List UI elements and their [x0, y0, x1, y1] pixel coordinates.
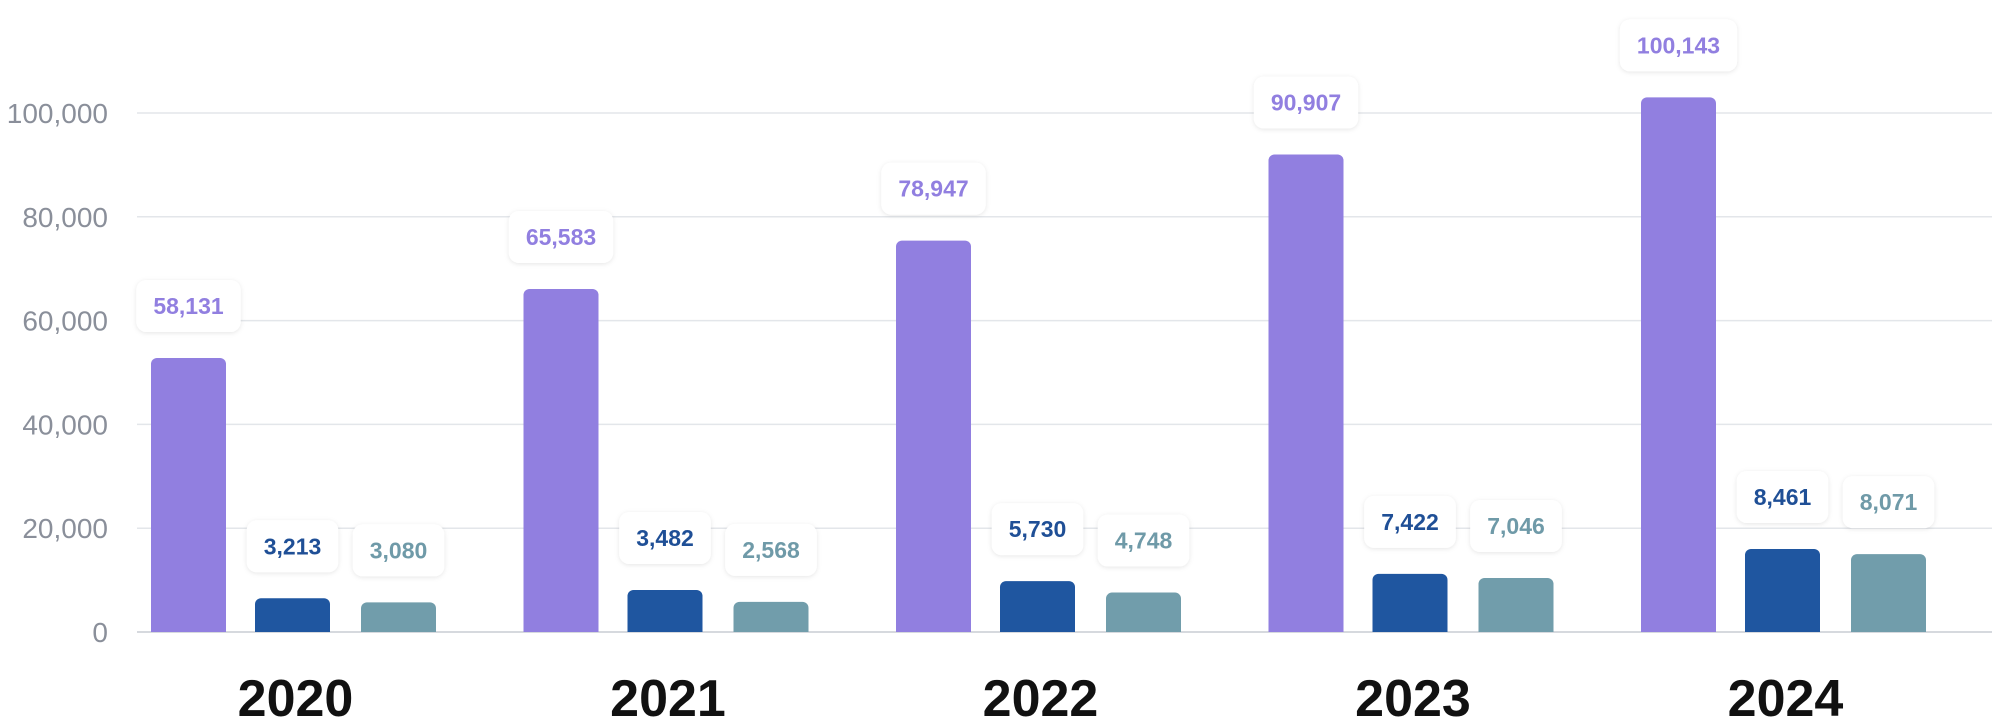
data-label: 8,071: [1860, 489, 1918, 515]
bar: [1268, 154, 1344, 632]
bar-base: [1372, 624, 1448, 632]
bar: [896, 240, 971, 632]
bar-base: [1000, 624, 1075, 632]
x-category-label: 2021: [610, 670, 726, 728]
y-tick-label: 100,000: [7, 98, 108, 129]
data-label: 78,947: [898, 176, 968, 202]
bar: [1641, 97, 1716, 633]
data-label-pill: [1253, 76, 1359, 129]
y-tick-label: 0: [92, 617, 108, 648]
data-label-pill: [619, 511, 711, 564]
bar: [523, 288, 599, 632]
bar-base: [627, 624, 703, 632]
data-labels: 58,131 3,213 3,080 65,583 3,482 2,568 78,947 5,…: [136, 19, 1935, 577]
bar-base: [1851, 624, 1926, 632]
bar: [1478, 578, 1554, 632]
data-label: 5,730: [1009, 516, 1067, 542]
bar: [1106, 592, 1181, 632]
bar: [255, 598, 330, 632]
bar-base: [1641, 624, 1716, 632]
bar: [627, 589, 703, 632]
x-category-label: 2022: [983, 670, 1099, 728]
bar: [1745, 548, 1820, 632]
bar-base: [1745, 624, 1820, 632]
bar: [151, 357, 226, 632]
data-label: 7,422: [1381, 509, 1439, 535]
bar: [1000, 581, 1075, 632]
bars: [151, 97, 1926, 633]
y-tick-label: 80,000: [22, 202, 108, 233]
data-label: 58,131: [153, 293, 224, 319]
data-label-pill: [881, 162, 986, 215]
bar-base: [255, 624, 330, 632]
bar: [1372, 573, 1448, 632]
bar-base: [733, 624, 809, 632]
data-label-pill: [352, 524, 445, 577]
y-axis-ticks: 0 20,000 40,000 60,000 80,000 100,000: [7, 98, 108, 648]
data-label-pill: [991, 503, 1084, 556]
bar-base: [896, 624, 971, 632]
data-label: 3,213: [264, 533, 322, 559]
bar-base: [523, 624, 599, 632]
data-label-pill: [1097, 514, 1190, 567]
data-label-pill: [136, 279, 241, 332]
data-label-pill: [1619, 19, 1738, 72]
data-label: 100,143: [1637, 32, 1720, 58]
data-label: 90,907: [1271, 90, 1341, 116]
data-label-pill: [508, 210, 614, 263]
data-label-pill: [1470, 500, 1562, 553]
data-label: 7,046: [1487, 513, 1545, 539]
y-tick-label: 20,000: [22, 513, 108, 544]
data-label-pill: [1364, 495, 1456, 548]
data-label-pill: [1842, 476, 1935, 529]
bar: [1851, 554, 1926, 632]
data-label-pill: [725, 523, 817, 576]
bar-base: [1106, 624, 1181, 632]
data-label-pill: [246, 520, 339, 573]
data-label: 8,461: [1754, 484, 1812, 510]
y-tick-label: 60,000: [22, 306, 108, 337]
bar-base: [1478, 624, 1554, 632]
data-label: 3,482: [636, 525, 694, 551]
bar-base: [151, 624, 226, 632]
x-category-label: 2023: [1355, 670, 1471, 728]
y-tick-label: 40,000: [22, 409, 108, 440]
x-axis-categories: 2020 2021 2022 2023 2024: [238, 670, 1844, 728]
data-label-pill: [1736, 470, 1829, 523]
x-category-label: 2020: [238, 670, 354, 728]
data-label: 2,568: [742, 537, 800, 563]
bar-base: [361, 624, 436, 632]
data-label: 3,080: [370, 537, 428, 563]
data-label: 65,583: [526, 224, 596, 250]
data-label: 4,748: [1115, 528, 1173, 554]
x-category-label: 2024: [1728, 670, 1844, 728]
bar-base: [1268, 624, 1344, 632]
